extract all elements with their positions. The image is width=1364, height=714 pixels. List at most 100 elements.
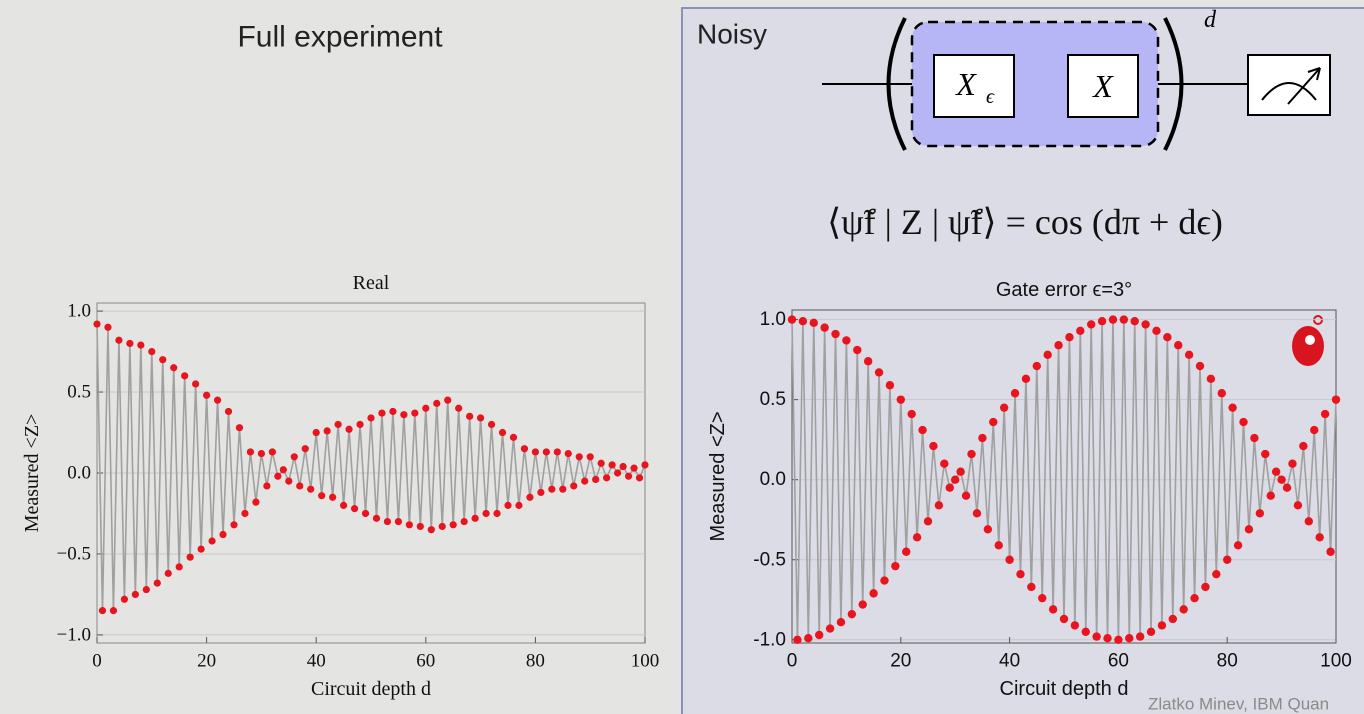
data-point [874, 368, 884, 377]
data-point [1223, 555, 1232, 564]
data-point [1217, 389, 1226, 398]
data-point [394, 517, 402, 526]
data-point [1135, 632, 1145, 641]
data-point [891, 561, 900, 571]
data-point [896, 395, 905, 404]
data-point [912, 533, 922, 542]
data-point [203, 391, 211, 399]
x-tick-label: 20 [197, 651, 216, 672]
data-point [477, 414, 485, 422]
y-axis-label: Measured <Z> [707, 411, 729, 541]
mascot-eye [1305, 335, 1315, 345]
data-point [967, 449, 976, 459]
data-point [902, 547, 911, 556]
data-point [1250, 433, 1259, 443]
data-point [1228, 403, 1237, 412]
data-point [989, 417, 998, 427]
x-tick-label: 80 [526, 651, 545, 672]
data-point [586, 453, 594, 461]
data-point [1261, 449, 1270, 459]
data-point [1320, 409, 1330, 419]
data-point [257, 449, 265, 458]
data-point [1054, 341, 1063, 350]
data-point [1048, 605, 1058, 614]
data-point [148, 347, 156, 356]
data-point [885, 381, 895, 390]
right-paren [1163, 17, 1184, 151]
data-point [1103, 633, 1112, 643]
chart-title: Gate error ϵ=3° [996, 279, 1132, 301]
data-point [592, 475, 600, 484]
data-point [318, 492, 326, 500]
data-point [1310, 425, 1319, 435]
data-point [323, 427, 331, 435]
data-point [383, 517, 392, 526]
measure-box [1247, 54, 1331, 116]
data-point [1119, 315, 1129, 324]
data-point [93, 320, 101, 328]
y-axis-label: Measured <Z> [21, 414, 43, 533]
data-point [1021, 374, 1031, 384]
data-point [1190, 593, 1199, 603]
data-point [515, 501, 523, 509]
data-point [836, 617, 846, 627]
data-point [983, 525, 993, 534]
data-point [279, 466, 287, 474]
data-point [312, 428, 320, 437]
data-point [1212, 569, 1221, 579]
data-point [1065, 333, 1074, 342]
gate-box [933, 54, 1015, 118]
data-point [526, 493, 534, 501]
data-point [1255, 509, 1265, 518]
data-point [361, 509, 370, 518]
data-point [290, 453, 298, 461]
data-point [815, 630, 824, 640]
data-point [1016, 569, 1025, 579]
data-point [1277, 475, 1286, 484]
data-point [345, 425, 353, 433]
data-point [798, 317, 808, 326]
data-point [531, 448, 540, 456]
data-point [961, 491, 971, 500]
data-point [1201, 582, 1210, 592]
x-tick-label: 40 [999, 651, 1020, 672]
credit: Zlatko Minev, IBM Quan [1148, 695, 1329, 714]
data-point [460, 517, 468, 526]
x-axis-label: Circuit depth d [1000, 678, 1129, 700]
data-point [1032, 361, 1042, 371]
x-tick-label: 0 [787, 651, 798, 672]
data-point [509, 433, 518, 441]
data-point [1157, 621, 1167, 630]
data-point [1097, 317, 1107, 326]
data-point [1038, 593, 1047, 603]
data-point [548, 485, 556, 493]
data-point [422, 404, 430, 412]
data-point [405, 521, 413, 529]
data-point [907, 409, 916, 419]
data-point [1299, 441, 1308, 451]
data-point [1326, 547, 1335, 556]
data-point [1266, 491, 1275, 500]
data-point [842, 336, 851, 345]
data-point [1239, 417, 1248, 427]
data-point [504, 501, 512, 509]
data-point [553, 448, 561, 456]
data-point [945, 483, 954, 492]
data-point [137, 341, 145, 349]
data-point [1005, 555, 1014, 564]
data-point [1179, 605, 1188, 614]
data-point [847, 609, 857, 619]
data-point [608, 461, 616, 469]
x-tick-label: 0 [92, 651, 102, 672]
data-point [175, 563, 183, 571]
y-tick-label: 0.5 [67, 382, 91, 403]
data-point [1070, 621, 1080, 630]
y-tick-label: -0.5 [753, 549, 786, 570]
data-point [1271, 467, 1281, 476]
meter-needle [1287, 67, 1321, 105]
data-point [1152, 326, 1161, 336]
gate-label: X [954, 66, 977, 102]
data-point [181, 372, 189, 380]
data-point [581, 477, 589, 485]
